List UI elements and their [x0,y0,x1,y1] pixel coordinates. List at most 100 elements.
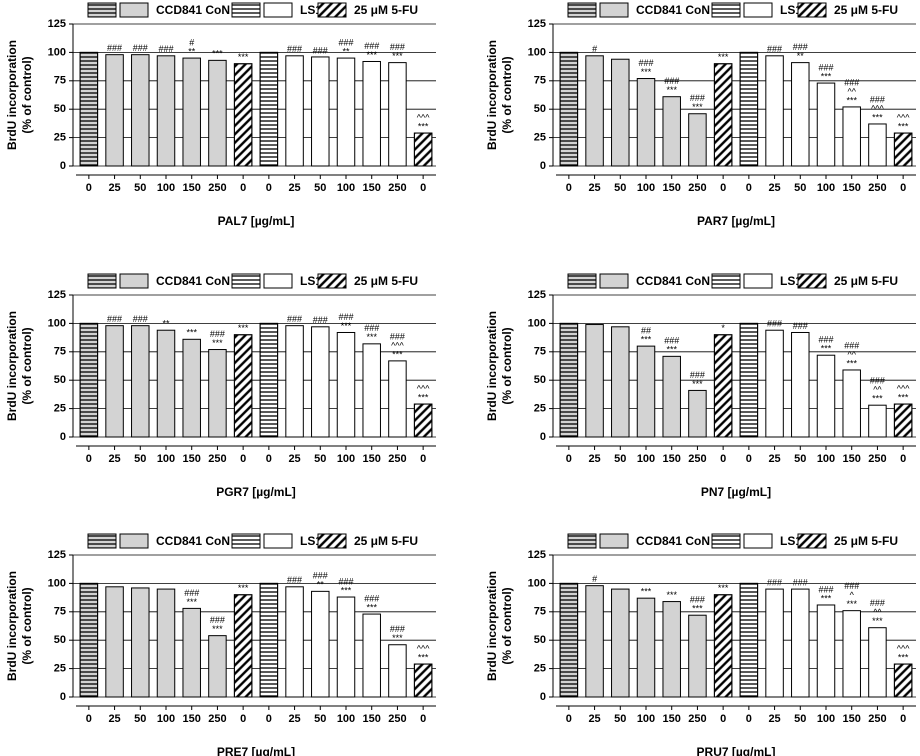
x-tick-label: 0 [746,182,752,194]
annotation: *** [666,590,677,600]
annotation: ### [870,598,885,608]
legend-label: CCD841 CoN [156,534,230,548]
y-tick-label: 75 [534,346,546,358]
y-axis-label: BrdU incorporation [5,311,19,421]
x-tick-label: 25 [588,713,600,725]
annotation: ### [338,312,353,322]
bar [842,106,861,167]
legend-swatch [263,533,293,549]
annotation: ### [664,76,679,86]
legend-label: CCD841 CoN [636,534,710,548]
x-tick-label: 25 [288,453,300,465]
x-tick-label: 50 [794,182,806,194]
x-tick-label: 50 [614,182,626,194]
bar [311,590,330,698]
annotation: ^^^ [871,103,884,113]
annotation: ### [338,576,353,586]
annotation: *** [341,585,352,595]
bar-pattern [233,63,253,167]
annotation: ### [364,593,379,603]
y-tick-label: 50 [54,103,66,115]
x-tick-label: 100 [337,182,355,194]
bar-pattern [713,334,733,438]
legend-swatch [119,2,149,18]
x-tick-label: 0 [266,713,272,725]
bar [868,627,887,698]
annotation: *** [821,593,832,603]
y-axis-label: BrdU incorporation [485,40,499,150]
bar [868,123,887,167]
bar-pattern [893,132,913,167]
annotation: ### [690,370,705,380]
bar [636,345,656,438]
annotation: ### [844,581,859,591]
legend-label: 25 μM 5-FU [834,274,898,288]
bar [791,62,810,167]
y-tick-label: 100 [48,46,66,58]
x-tick-label: 250 [388,453,406,465]
y-tick-label: 75 [534,606,546,618]
bar [156,55,176,167]
x-tick-label: 100 [337,713,355,725]
y-tick-label: 125 [528,549,546,561]
annotation: *** [898,652,909,662]
annotation: ### [313,571,328,581]
bar-pattern [559,322,579,438]
bar [131,587,150,698]
legend-swatch [599,533,629,549]
bar-pattern [233,334,253,438]
x-tick-label: 100 [637,713,655,725]
x-tick-label: 25 [768,713,780,725]
annotation: ### [210,615,225,625]
x-tick-label: 25 [108,713,120,725]
annotation: *** [666,345,677,355]
annotation: ^^^ [417,383,430,393]
legend-swatch-pattern [231,2,261,18]
annotation: ### [767,44,782,54]
bar [131,325,150,438]
x-tick-label: 50 [614,713,626,725]
x-tick-label: 0 [420,453,426,465]
x-tick-label: 50 [794,453,806,465]
annotation: ### [390,331,405,341]
y-axis-label: (% of control) [500,327,514,404]
panel: 0 25 50 75 100 125 BrdU incorporation (% of con… [5,273,436,499]
legend-swatch-pattern [797,533,827,549]
annotation: ### [364,323,379,333]
x-tick-label: 0 [900,182,906,194]
annotation: ### [133,43,148,53]
bar-pattern [259,582,279,698]
bar [388,360,407,438]
annotation: *** [238,583,249,593]
legend-swatch-pattern [567,533,597,549]
y-tick-label: 125 [528,289,546,301]
legend-swatch [263,273,293,289]
y-tick-label: 100 [528,317,546,329]
annotation: ### [690,93,705,103]
annotation: ### [844,77,859,87]
annotation: ### [133,314,148,324]
annotation: *** [846,358,857,368]
annotation: ### [184,588,199,598]
legend-swatch-pattern [797,273,827,289]
bar [842,369,861,438]
annotation: *** [641,587,652,597]
annotation: *** [872,616,883,626]
y-tick-label: 125 [528,18,546,30]
y-axis-label: (% of control) [20,587,34,664]
annotation: *** [418,121,429,131]
annotation: *** [692,379,703,389]
annotation: *** [186,328,197,338]
bar [362,343,381,438]
y-tick-label: 50 [534,374,546,386]
y-tick-label: 0 [60,431,66,443]
x-tick-label: 250 [208,182,226,194]
x-tick-label: 150 [363,182,381,194]
legend-label: 25 μM 5-FU [354,3,418,17]
y-tick-label: 0 [540,431,546,443]
x-tick-label: 250 [688,453,706,465]
bar [131,54,150,167]
x-tick-label: 150 [363,453,381,465]
annotation: ^^^ [897,383,910,393]
legend-swatch-pattern [87,2,117,18]
